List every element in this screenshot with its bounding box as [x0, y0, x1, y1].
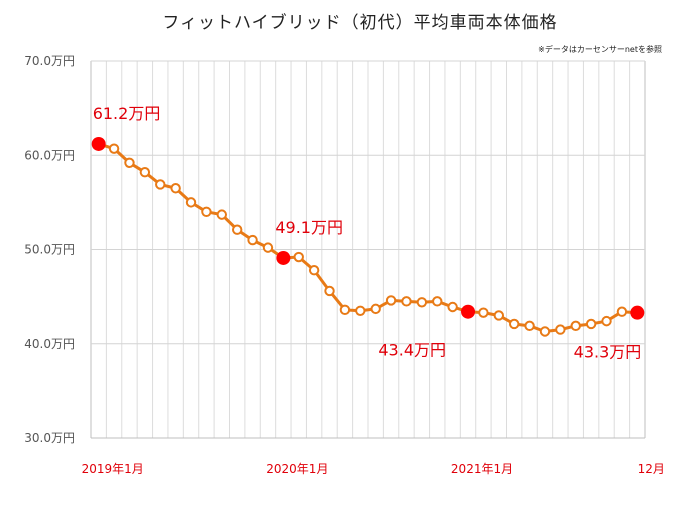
data-point [524, 320, 535, 332]
x-axis-ticks: 2019年1月 2020年1月 2021年1月 12月 [82, 462, 665, 476]
y-tick-label: 70.0万円 [24, 54, 75, 68]
data-point [185, 197, 197, 208]
data-point [231, 224, 243, 235]
gridlines [90, 60, 646, 439]
data-point [216, 209, 228, 220]
data-point [262, 242, 274, 253]
data-point [170, 183, 181, 194]
data-point [108, 143, 120, 154]
data-point [555, 324, 566, 335]
data-point [370, 303, 381, 315]
data-point [539, 326, 551, 337]
data-point [201, 206, 212, 218]
data-point [508, 318, 520, 330]
chart-title: フィットハイブリッド（初代）平均車両本体価格 [162, 12, 557, 33]
x-tick-label: 2021年1月 [451, 462, 513, 476]
data-label: 49.1万円 [275, 218, 343, 237]
data-point [601, 315, 612, 327]
source-note: ※データはカーセンサーnetを参照 [538, 44, 662, 54]
y-tick-label: 60.0万円 [24, 148, 75, 162]
data-point [585, 318, 597, 330]
data-point [139, 167, 151, 178]
data-label: 43.3万円 [574, 343, 642, 362]
x-tick-label: 2019年1月 [82, 462, 144, 476]
data-point [308, 265, 320, 276]
data-label: 43.4万円 [378, 341, 446, 360]
series-group [91, 136, 645, 337]
data-point [339, 304, 351, 316]
data-point [124, 157, 135, 168]
y-tick-label: 40.0万円 [24, 337, 75, 351]
data-point [478, 307, 489, 318]
data-labels: 61.2万円 49.1万円 43.4万円 43.3万円 [93, 104, 642, 362]
data-point [616, 306, 628, 317]
x-tick-label: 2020年1月 [266, 462, 328, 476]
y-tick-label: 30.0万円 [24, 431, 75, 445]
data-point [155, 179, 166, 190]
data-point [324, 285, 335, 297]
data-point [385, 295, 397, 306]
y-axis-ticks: 30.0万円 40.0万円 50.0万円 60.0万円 70.0万円 [24, 54, 75, 445]
data-point [401, 296, 412, 307]
data-point [432, 296, 443, 307]
data-point [570, 320, 581, 332]
data-point [293, 251, 304, 263]
data-point [416, 297, 428, 308]
data-label: 61.2万円 [93, 104, 161, 123]
highlight-point [91, 136, 106, 151]
data-point [447, 301, 458, 313]
data-point [355, 305, 366, 316]
highlight-point [276, 250, 291, 265]
data-point [493, 310, 505, 321]
data-point [247, 234, 258, 246]
highlight-point [630, 305, 645, 320]
x-tick-label: 12月 [638, 462, 665, 476]
highlight-point [461, 304, 476, 319]
y-tick-label: 50.0万円 [24, 243, 75, 257]
